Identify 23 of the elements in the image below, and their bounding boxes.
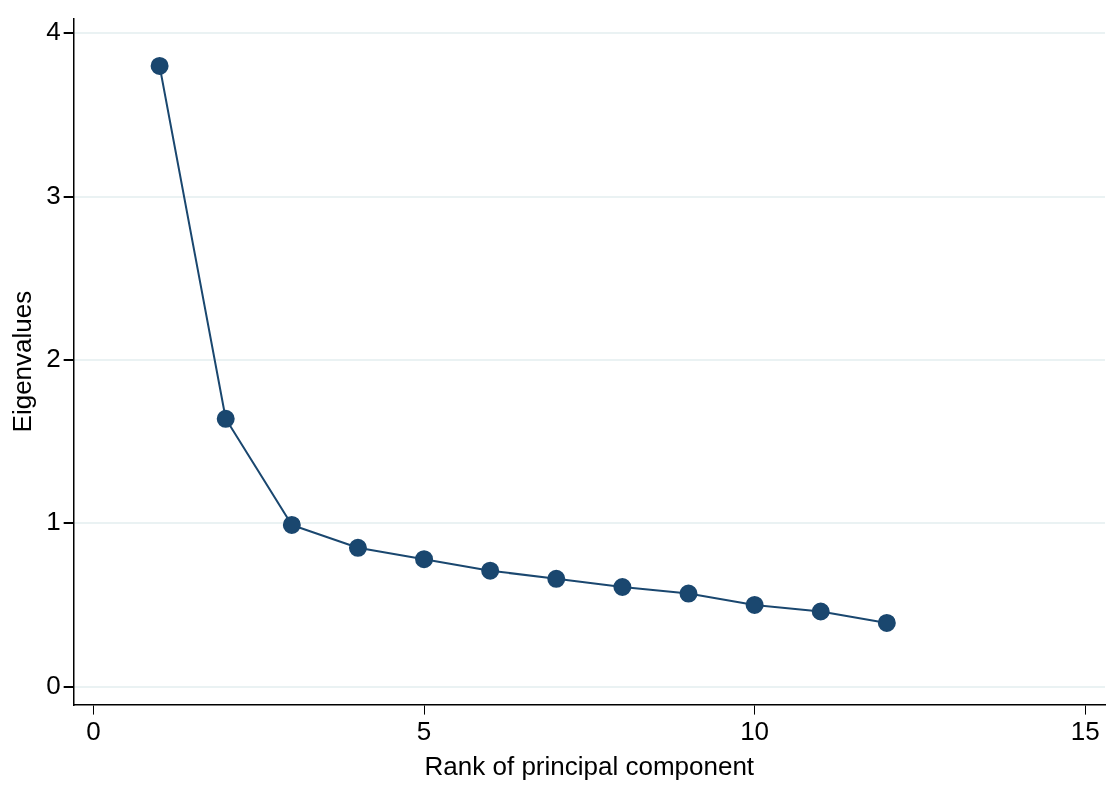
point: [415, 550, 434, 569]
y-tick-label: 1: [46, 506, 61, 537]
point: [348, 538, 367, 557]
y-tick-label: 4: [46, 16, 61, 47]
point: [877, 613, 896, 632]
y-tick-label: 2: [46, 343, 61, 374]
point: [216, 409, 235, 428]
y-tick-label: 0: [46, 669, 61, 700]
y-axis-title: Eigenvalues: [6, 290, 37, 433]
point: [811, 602, 830, 621]
x-tick-label: 10: [740, 716, 770, 747]
x-tick-label: 0: [86, 716, 101, 747]
point: [481, 561, 500, 580]
point: [282, 515, 301, 534]
x-tick-label: 5: [416, 716, 432, 747]
point: [150, 56, 169, 75]
point: [745, 595, 764, 614]
x-tick-label: 15: [1070, 716, 1100, 747]
point: [613, 578, 632, 596]
y-tick-label: 3: [46, 179, 61, 210]
point: [679, 584, 698, 603]
point: [547, 569, 566, 588]
x-axis-title: Rank of principal component: [424, 750, 755, 781]
